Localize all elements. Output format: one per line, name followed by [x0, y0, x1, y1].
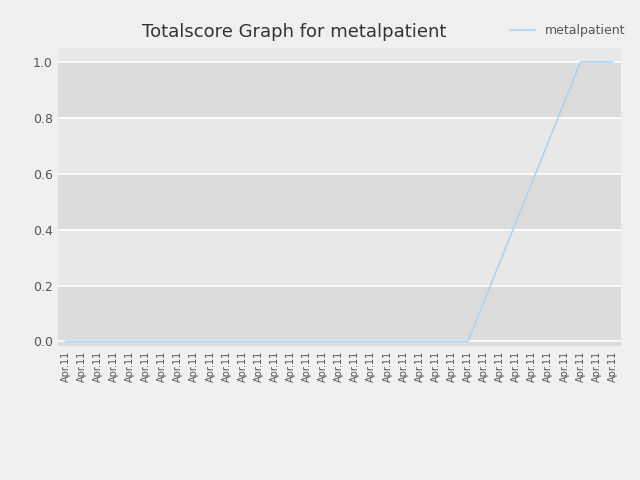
metalpatient [158, 338, 166, 344]
metalpatient [351, 338, 359, 344]
metalpatient [223, 338, 230, 344]
Title: Totalscore Graph for metalpatient: Totalscore Graph for metalpatient [142, 23, 446, 41]
metalpatient [480, 299, 488, 304]
metalpatient [513, 219, 520, 225]
metalpatient [319, 338, 327, 344]
metalpatient [529, 179, 536, 185]
metalpatient [416, 338, 424, 344]
Bar [58, 118, 621, 174]
Bar [58, 174, 621, 229]
metalpatient [367, 338, 375, 344]
metalpatient [496, 259, 504, 264]
Line: metalpatient: metalpatient [66, 62, 612, 341]
Legend: metalpatient: metalpatient [510, 24, 626, 37]
metalpatient [239, 338, 246, 344]
metalpatient [94, 338, 102, 344]
metalpatient [207, 338, 214, 344]
metalpatient [62, 338, 70, 344]
Bar [58, 229, 621, 286]
metalpatient [609, 59, 616, 65]
metalpatient [271, 338, 278, 344]
metalpatient [464, 338, 472, 344]
Bar [58, 62, 621, 118]
metalpatient [78, 338, 86, 344]
metalpatient [400, 338, 408, 344]
metalpatient [577, 59, 584, 65]
metalpatient [191, 338, 198, 344]
metalpatient [110, 338, 118, 344]
metalpatient [448, 338, 456, 344]
metalpatient [432, 338, 440, 344]
metalpatient [335, 338, 343, 344]
Bar [58, 48, 621, 62]
metalpatient [593, 59, 600, 65]
metalpatient [142, 338, 150, 344]
Bar [58, 286, 621, 346]
metalpatient [545, 139, 552, 144]
metalpatient [255, 338, 262, 344]
metalpatient [287, 338, 295, 344]
metalpatient [126, 338, 134, 344]
metalpatient [175, 338, 182, 344]
metalpatient [383, 338, 391, 344]
metalpatient [561, 99, 568, 105]
metalpatient [303, 338, 311, 344]
